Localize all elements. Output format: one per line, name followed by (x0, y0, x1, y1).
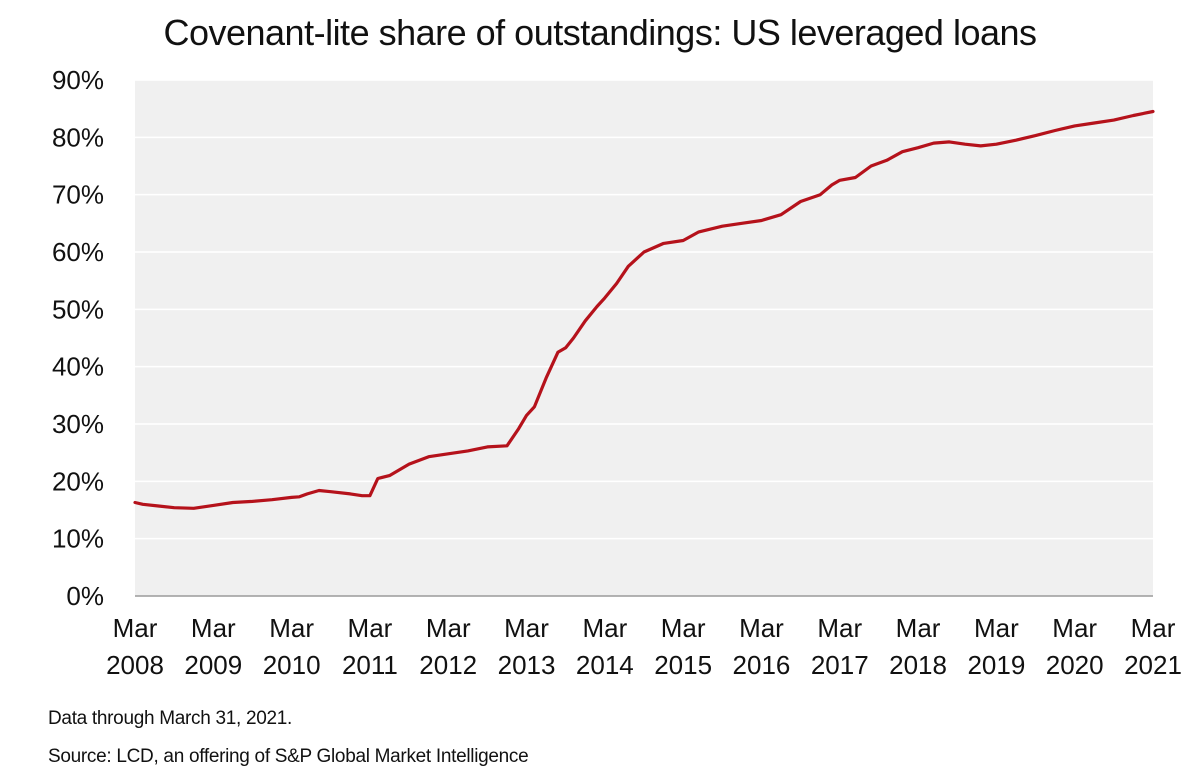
x-tick-month-label: Mar (113, 613, 158, 643)
x-tick-year-label: 2019 (967, 650, 1025, 680)
x-tick-year-label: 2014 (576, 650, 634, 680)
x-tick-year-label: 2020 (1046, 650, 1104, 680)
x-tick-month-label: Mar (974, 613, 1019, 643)
x-tick-month-label: Mar (504, 613, 549, 643)
x-tick-month-label: Mar (582, 613, 627, 643)
plot-area (135, 80, 1153, 596)
chart-title: Covenant-lite share of outstandings: US … (163, 12, 1037, 53)
x-tick-year-label: 2018 (889, 650, 947, 680)
y-axis: 0% 10% 20% 30% 40% 50% 60% 70% 80% 90% (52, 65, 104, 611)
x-tick-month-label: Mar (426, 613, 471, 643)
x-tick-month-label: Mar (739, 613, 784, 643)
x-tick-month-label: Mar (269, 613, 314, 643)
x-tick-month-label: Mar (817, 613, 862, 643)
x-tick-month-label: Mar (191, 613, 236, 643)
y-tick-label: 10% (52, 524, 104, 554)
y-tick-label: 0% (66, 581, 104, 611)
x-axis: Mar 2008 Mar 2009 Mar 2010 Mar 2011 Mar 2012 Mar 20… (106, 613, 1182, 680)
x-tick-month-label: Mar (1052, 613, 1097, 643)
x-tick-year-label: 2011 (342, 650, 398, 680)
y-tick-label: 40% (52, 352, 104, 382)
x-tick-year-label: 2017 (811, 650, 869, 680)
x-tick-year-label: 2016 (733, 650, 791, 680)
y-tick-label: 30% (52, 409, 104, 439)
x-tick-month-label: Mar (348, 613, 393, 643)
y-tick-label: 80% (52, 122, 104, 152)
source-note: Source: LCD, an offering of S&P Global M… (48, 746, 529, 767)
y-tick-label: 70% (52, 180, 104, 210)
x-tick-year-label: 2010 (263, 650, 321, 680)
x-tick-month-label: Mar (661, 613, 706, 643)
y-tick-label: 20% (52, 466, 104, 496)
y-tick-label: 60% (52, 237, 104, 267)
x-tick-month-label: Mar (896, 613, 941, 643)
x-tick-year-label: 2013 (498, 650, 556, 680)
x-tick-year-label: 2012 (419, 650, 477, 680)
data-through-note: Data through March 31, 2021. (48, 708, 293, 729)
x-tick-year-label: 2009 (184, 650, 242, 680)
x-tick-year-label: 2021 (1124, 650, 1182, 680)
x-tick-year-label: 2008 (106, 650, 164, 680)
x-tick-month-label: Mar (1131, 613, 1176, 643)
covenant-lite-share-line (133, 109, 1155, 510)
x-tick-year-label: 2015 (654, 650, 712, 680)
y-tick-label: 50% (52, 294, 104, 324)
y-tick-label: 90% (52, 65, 104, 95)
